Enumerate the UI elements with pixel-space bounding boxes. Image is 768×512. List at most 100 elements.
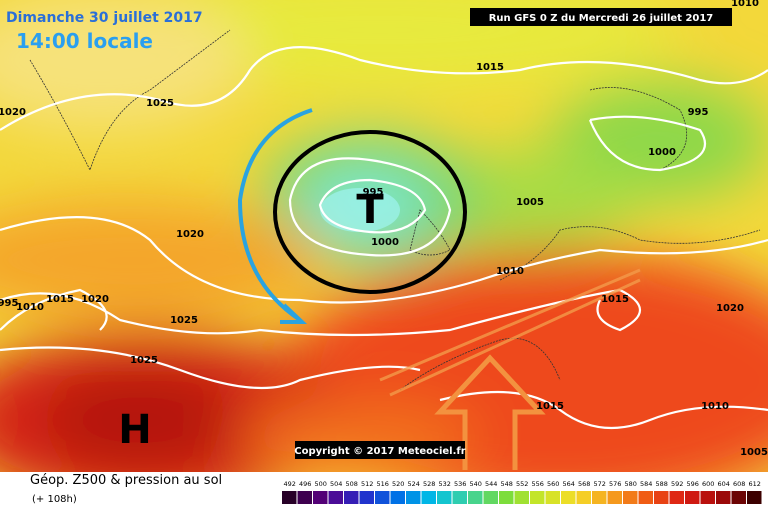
isobar-label: 1020 xyxy=(716,303,744,314)
isobar-label: 995 xyxy=(688,107,709,118)
isobar-label: 1025 xyxy=(130,355,158,366)
scale-swatch xyxy=(406,491,421,504)
scale-label: 528 xyxy=(423,480,435,488)
scale-label: 552 xyxy=(516,480,528,488)
scale-swatch xyxy=(297,491,312,504)
isobar-label: 1005 xyxy=(516,197,544,208)
scale-label: 568 xyxy=(578,480,590,488)
scale-label: 500 xyxy=(315,480,327,488)
isobar-label: 1000 xyxy=(371,237,399,248)
scale-swatch xyxy=(747,491,762,504)
scale-swatch xyxy=(669,491,684,504)
scale-swatch xyxy=(654,491,669,504)
isobar-label: 995 xyxy=(0,298,18,309)
scale-label: 496 xyxy=(299,480,311,488)
scale-swatch xyxy=(499,491,514,504)
scale-label: 576 xyxy=(609,480,621,488)
isobar-label: 1010 xyxy=(731,0,759,9)
run-box xyxy=(470,8,732,26)
isobar-label: 1010 xyxy=(496,266,524,277)
scale-label: 612 xyxy=(749,480,761,488)
scale-label: 564 xyxy=(563,480,575,488)
scale-swatch xyxy=(700,491,715,504)
scale-swatch xyxy=(576,491,591,504)
isobar-label: 1015 xyxy=(601,294,629,305)
scale-label: 504 xyxy=(330,480,342,488)
isobar-label: 1000 xyxy=(648,147,676,158)
isobar-label: 1020 xyxy=(81,294,109,305)
scale-swatch xyxy=(623,491,638,504)
scale-label: 508 xyxy=(346,480,358,488)
scale-swatch xyxy=(483,491,498,504)
scale-swatch xyxy=(530,491,545,504)
scale-label: 592 xyxy=(671,480,683,488)
scale-label: 596 xyxy=(687,480,699,488)
isobar-label: 1010 xyxy=(701,401,729,412)
scale-swatch xyxy=(468,491,483,504)
scale-swatch xyxy=(716,491,731,504)
scale-label: 544 xyxy=(485,480,497,488)
scale-label: 604 xyxy=(718,480,730,488)
scale-swatch xyxy=(685,491,700,504)
scale-swatch xyxy=(359,491,374,504)
isobar-label: 995 xyxy=(363,187,384,198)
scale-label: 600 xyxy=(702,480,714,488)
legend-scale: 492 496 500 504 508 512 516 520 524 528 532 536 540 5… xyxy=(282,480,762,504)
date: Dimanche 30 juillet 2017 xyxy=(6,10,203,26)
scale-label: 540 xyxy=(470,480,482,488)
scale-label: 512 xyxy=(361,480,373,488)
scale-swatch xyxy=(592,491,607,504)
isobar-label: 1005 xyxy=(740,447,768,458)
isobar-label: 1025 xyxy=(146,98,174,109)
isobar-label: 1020 xyxy=(0,107,26,118)
isobar-label: 1015 xyxy=(476,62,504,73)
scale-swatch xyxy=(437,491,452,504)
low-marker: T xyxy=(356,187,384,233)
scale-label: 492 xyxy=(284,480,296,488)
copyright-box xyxy=(295,441,465,459)
scale-swatch xyxy=(375,491,390,504)
legend-title: Géop. Z500 & pression au sol xyxy=(30,473,222,488)
scale-swatch xyxy=(561,491,576,504)
copyright: Copyright © 2017 Meteociel.fr xyxy=(294,446,465,457)
scale-label: 556 xyxy=(532,480,544,488)
lead-time: (+ 108h) xyxy=(32,494,77,505)
scale-swatch xyxy=(390,491,405,504)
low-circle xyxy=(273,130,467,294)
scale-swatch xyxy=(313,491,328,504)
scale-label: 524 xyxy=(408,480,420,488)
scale-label: 532 xyxy=(439,480,451,488)
scale-label: 580 xyxy=(625,480,637,488)
run-info: Run GFS 0 Z du Mercredi 26 juillet 2017 xyxy=(489,13,714,24)
isobar-label: 1025 xyxy=(170,315,198,326)
scale-swatch xyxy=(452,491,467,504)
scale-label: 608 xyxy=(733,480,745,488)
isobar-label: 1015 xyxy=(46,294,74,305)
scale-swatch xyxy=(545,491,560,504)
scale-label: 572 xyxy=(594,480,606,488)
isobar-label: 1020 xyxy=(176,229,204,240)
heat-arrow-up xyxy=(434,354,546,470)
scale-label: 588 xyxy=(656,480,668,488)
time: 14:00 locale xyxy=(16,29,153,53)
scale-label: 560 xyxy=(547,480,559,488)
scale-label: 536 xyxy=(454,480,466,488)
scale-swatch xyxy=(282,491,297,504)
isobar-label: 1015 xyxy=(536,401,564,412)
heat-arrow xyxy=(379,268,641,397)
scale-label: 516 xyxy=(377,480,389,488)
isobar-label: 1010 xyxy=(16,302,44,313)
scale-swatch xyxy=(638,491,653,504)
scale-label: 584 xyxy=(640,480,652,488)
scale-label: 548 xyxy=(501,480,513,488)
scale-swatch xyxy=(607,491,622,504)
scale-swatch xyxy=(344,491,359,504)
flow-arrow xyxy=(237,108,313,324)
scale-swatch xyxy=(421,491,436,504)
scale-swatch xyxy=(731,491,746,504)
scale-label: 520 xyxy=(392,480,404,488)
scale-swatch xyxy=(328,491,343,504)
high-marker: H xyxy=(118,407,151,453)
